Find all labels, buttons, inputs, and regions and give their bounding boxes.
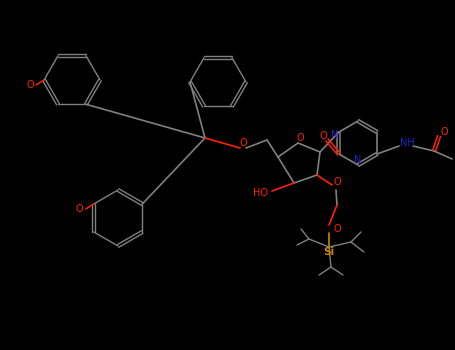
Text: O: O	[76, 204, 84, 214]
Text: O: O	[296, 133, 304, 143]
Text: O: O	[440, 127, 448, 137]
Text: N: N	[331, 130, 339, 140]
Text: O: O	[26, 80, 34, 90]
Text: N: N	[354, 155, 362, 165]
Text: O: O	[239, 138, 247, 148]
Text: NH: NH	[399, 138, 415, 148]
Text: O: O	[333, 177, 341, 187]
Text: O: O	[319, 131, 327, 141]
Text: HO: HO	[253, 188, 268, 198]
Text: Si: Si	[324, 247, 334, 257]
Text: O: O	[333, 224, 341, 234]
